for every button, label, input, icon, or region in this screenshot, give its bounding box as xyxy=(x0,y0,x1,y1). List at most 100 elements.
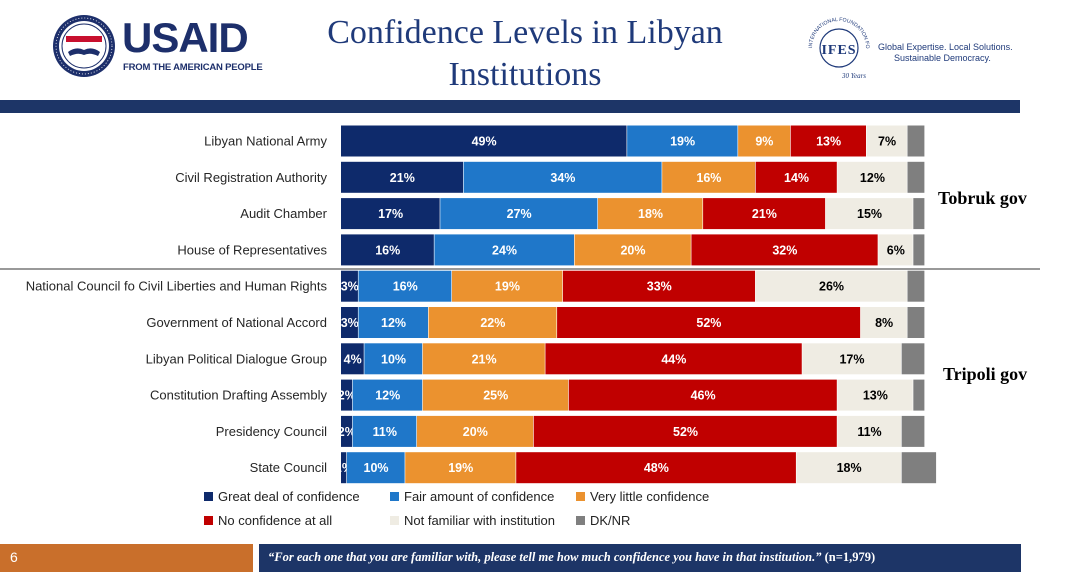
data-label-little: 9% xyxy=(755,135,773,149)
bar-segment-great xyxy=(341,307,358,338)
footnote-bar: “For each one that you are familiar with… xyxy=(259,544,1021,572)
bar-segment-little xyxy=(422,343,545,375)
bar-segment-great xyxy=(341,161,464,193)
data-label-little: 18% xyxy=(638,207,663,221)
bar-segment-none xyxy=(703,198,826,230)
legend-swatch-great xyxy=(204,492,213,501)
legend-label-great: Great deal of confidence xyxy=(218,489,360,504)
data-label-fair: 19% xyxy=(670,135,695,149)
data-label-not-familiar: 15% xyxy=(857,207,882,221)
bar-segment-dk xyxy=(913,198,925,230)
legend-swatch-fair xyxy=(390,492,399,501)
row-label: Presidency Council xyxy=(216,424,327,439)
data-label-not-familiar: 13% xyxy=(863,389,888,403)
usaid-logo: USAID FROM THE AMERICAN PEOPLE xyxy=(52,14,267,80)
row-label: State Council xyxy=(250,460,327,475)
data-label-little: 19% xyxy=(495,280,520,294)
data-label-not-familiar: 17% xyxy=(839,352,864,366)
footnote-question: “For each one that you are familiar with… xyxy=(268,550,822,564)
row-label: National Council fo Civil Liberties and … xyxy=(26,279,328,294)
data-label-none: 46% xyxy=(691,389,716,403)
ifes-logo: INTERNATIONAL FOUNDATION FOR ELECTORAL S… xyxy=(800,8,1015,84)
legend-swatch-dk xyxy=(576,516,585,525)
data-label-fair: 16% xyxy=(393,280,418,294)
bar-segment-little xyxy=(416,415,534,447)
data-label-fair: 10% xyxy=(364,461,389,475)
legend-item-dk: DK/NR xyxy=(576,513,630,528)
bar-segment-dk xyxy=(913,234,925,266)
legend-item-fair: Fair amount of confidence xyxy=(390,489,554,504)
bar-segment-dk xyxy=(907,307,925,338)
data-label-great: 49% xyxy=(472,135,497,149)
page-number: 6 xyxy=(10,549,18,565)
data-label-great: 3% xyxy=(341,280,359,294)
ifes-tagline-line-2: Sustainable Democracy. xyxy=(894,53,991,63)
bar-segment-none xyxy=(516,452,796,484)
data-label-great: 16% xyxy=(375,243,400,257)
row-label: Libyan National Army xyxy=(204,134,327,149)
bar-segment-little xyxy=(597,198,703,230)
data-label-none: 48% xyxy=(644,461,669,475)
legend-item-great: Great deal of confidence xyxy=(204,489,360,504)
page-title-line-2: Institutions xyxy=(448,56,602,93)
bar-segment-little xyxy=(738,125,791,157)
group-label-tobruk: Tobruk gov xyxy=(938,188,1027,208)
bar-segment-none xyxy=(557,307,861,338)
bar-segment-not-familiar xyxy=(866,125,907,157)
data-label-little: 21% xyxy=(472,352,497,366)
data-label-little: 20% xyxy=(620,243,645,257)
data-label-little: 16% xyxy=(696,171,721,185)
data-label-little: 22% xyxy=(480,316,505,330)
data-label-none: 32% xyxy=(772,243,797,257)
bar-segment-not-familiar xyxy=(837,415,902,447)
page-title: Confidence Levels in Libyan Institutions xyxy=(300,12,750,96)
bar-segment-dk xyxy=(907,161,925,193)
usaid-seal-icon xyxy=(53,15,115,77)
data-label-fair: 34% xyxy=(550,171,575,185)
title-divider-bar xyxy=(0,100,1020,113)
bar-segment-not-familiar xyxy=(796,452,902,484)
bar-segment-little xyxy=(662,161,756,193)
data-label-not-familiar: 6% xyxy=(887,243,905,257)
legend-label-dk: DK/NR xyxy=(590,513,631,528)
bar-segment-not-familiar xyxy=(755,270,907,302)
bar-segment-fair xyxy=(364,343,423,375)
bar-segment-little xyxy=(428,307,557,338)
footnote: “For each one that you are familiar with… xyxy=(268,550,875,565)
bar-segment-fair xyxy=(352,415,417,447)
bar-segment-none xyxy=(568,379,837,411)
row-label: House of Representatives xyxy=(177,242,327,257)
bar-segment-little xyxy=(422,379,569,411)
row-label: Civil Registration Authority xyxy=(175,170,327,185)
legend-item-not-familiar: Not familiar with institution xyxy=(390,513,555,528)
row-label: Libyan Political Dialogue Group xyxy=(146,351,327,366)
legend-label-little: Very little confidence xyxy=(590,489,710,504)
bar-segment-great xyxy=(341,198,440,230)
data-label-none: 33% xyxy=(647,280,672,294)
row-label: Audit Chamber xyxy=(240,206,327,221)
stacked-bar-chart: Libyan National Army 49% 19% 9% 13% 7% Civil R… xyxy=(0,125,1040,484)
data-label-not-familiar: 18% xyxy=(837,461,862,475)
data-label-none: 14% xyxy=(784,171,809,185)
data-label-fair: 27% xyxy=(507,207,532,221)
bar-segment-not-familiar xyxy=(825,198,913,230)
bar-segment-great xyxy=(341,234,434,266)
data-label-not-familiar: 8% xyxy=(875,316,893,330)
bar-segment-fair xyxy=(352,379,423,411)
bar-segment-dk xyxy=(901,452,937,484)
bar-segment-dk xyxy=(907,125,925,157)
footnote-sample: (n=1,979) xyxy=(824,550,876,564)
legend-label-none: No confidence at all xyxy=(218,513,333,528)
bar-segment-none xyxy=(562,270,756,302)
data-label-little: 25% xyxy=(483,389,508,403)
data-label-great: 21% xyxy=(390,171,415,185)
bar-segment-none xyxy=(755,161,837,193)
bar-segment-none xyxy=(545,343,802,375)
bar-segment-none xyxy=(790,125,866,157)
chart-rows: Libyan National Army 49% 19% 9% 13% 7% Civil R… xyxy=(26,125,937,484)
data-label-great: 17% xyxy=(378,207,403,221)
data-label-great: 3% xyxy=(341,316,359,330)
legend-item-little: Very little confidence xyxy=(576,489,709,504)
bar-segment-great xyxy=(341,343,364,375)
bar-segment-not-familiar xyxy=(837,379,913,411)
